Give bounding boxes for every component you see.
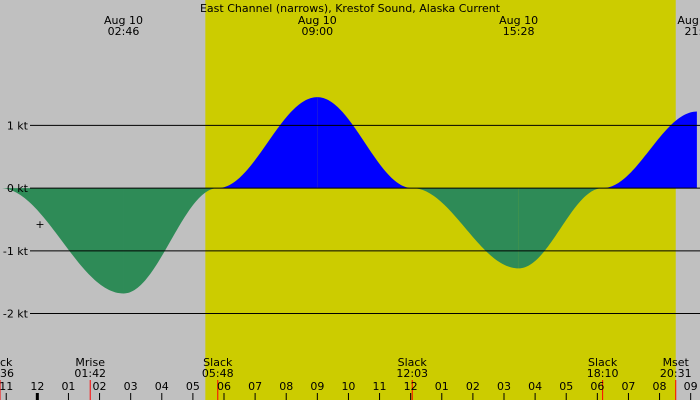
event-time-label: 36 — [0, 367, 14, 380]
ebb-area — [412, 188, 519, 269]
hour-tick-label: 02 — [93, 380, 107, 393]
hour-tick-label: 04 — [528, 380, 542, 393]
hour-tick-label: 11 — [373, 380, 387, 393]
event-labels: ck36Mrise01:42Slack05:48Slack12:03Slack1… — [0, 356, 692, 400]
y-tick-labels: 1 kt 0 kt -1 kt -2 kt — [3, 119, 29, 320]
event-time-label: 12:03 — [396, 367, 428, 380]
event-time-label: 18:10 — [587, 367, 619, 380]
hour-tick-label: 10 — [341, 380, 355, 393]
event-name-label: ck — [0, 356, 13, 369]
chart-title: East Channel (narrows), Krestof Sound, A… — [200, 2, 501, 15]
hour-tick-label: 08 — [279, 380, 293, 393]
hour-tick-label: 12 — [404, 380, 418, 393]
y-tick-label: 1 kt — [7, 119, 29, 132]
flood-area — [217, 97, 318, 189]
y-tick-label: -2 kt — [3, 308, 29, 321]
peak-date-label: Aug 10 — [499, 14, 538, 27]
ebb-area — [0, 188, 124, 294]
event-name-label: Mset — [663, 356, 690, 369]
event-name-label: Slack — [588, 356, 618, 369]
hour-tick-label: 01 — [435, 380, 449, 393]
event-name-label: Slack — [203, 356, 233, 369]
hour-tick-label: 05 — [559, 380, 573, 393]
peak-date-label: Aug 10 — [677, 14, 700, 27]
hour-tick-label: 07 — [621, 380, 635, 393]
plus-marker: + — [35, 218, 44, 231]
hour-tick-label: 01 — [61, 380, 75, 393]
hour-tick-label: 07 — [248, 380, 262, 393]
event-name-label: Mrise — [75, 356, 105, 369]
gridlines — [30, 124, 700, 315]
ebb-area — [123, 188, 218, 294]
hour-tick-label: 03 — [124, 380, 138, 393]
hour-tick-labels: 11 12 01 02 03 04 05 06 07 08 09 10 11 12 01 02 03 04 05 06… — [0, 380, 698, 400]
peak-time-label: 02:46 — [108, 25, 140, 38]
flood-area — [317, 97, 413, 189]
event-time-label: 20:31 — [660, 367, 692, 380]
hour-tick-label: 04 — [155, 380, 169, 393]
hour-tick-label: 06 — [217, 380, 231, 393]
hour-tick-label: 06 — [590, 380, 604, 393]
peak-time-label: 21:1 — [685, 25, 700, 38]
current-areas — [0, 97, 697, 294]
hour-tick-label: 12 — [30, 380, 44, 393]
event-name-label: Slack — [398, 356, 428, 369]
peak-time-label: 15:28 — [503, 25, 535, 38]
y-tick-label: -1 kt — [3, 245, 29, 258]
peak-date-label: Aug 10 — [104, 14, 143, 27]
hour-tick-label: 11 — [0, 380, 13, 393]
peak-time-label: 09:00 — [301, 25, 333, 38]
flood-area — [602, 111, 697, 189]
y-tick-label: 0 kt — [7, 182, 29, 195]
hour-tick-label: 03 — [497, 380, 511, 393]
event-time-label: 01:42 — [74, 367, 106, 380]
peak-date-label: Aug 10 — [298, 14, 337, 27]
hour-tick-label: 02 — [466, 380, 480, 393]
hour-tick-label: 08 — [653, 380, 667, 393]
hour-tick-label: 05 — [186, 380, 200, 393]
hour-tick-label: 09 — [310, 380, 324, 393]
ebb-area — [518, 188, 603, 269]
event-time-label: 05:48 — [202, 367, 234, 380]
hour-tick-label: 09 — [684, 380, 698, 393]
